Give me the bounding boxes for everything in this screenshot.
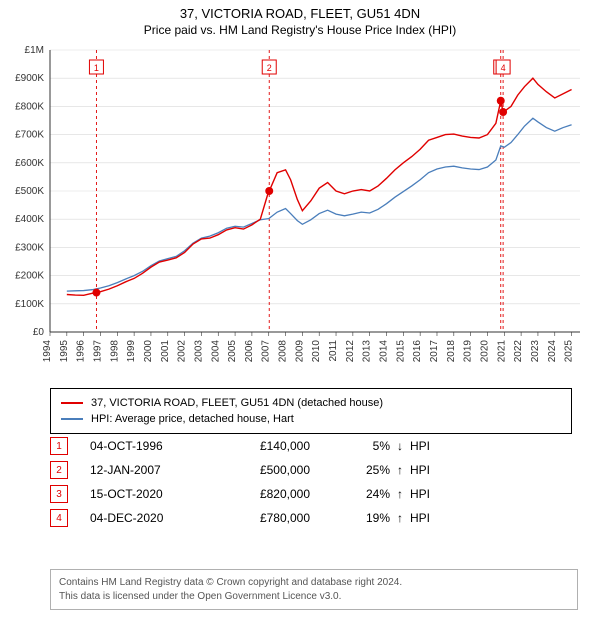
svg-text:£700K: £700K xyxy=(15,130,44,141)
tx-arrow-icon: ↑ xyxy=(390,463,410,477)
svg-text:2023: 2023 xyxy=(530,340,541,363)
transaction-row: 2 12-JAN-2007£500,00025%↑HPI xyxy=(50,458,450,482)
svg-text:£800K: £800K xyxy=(15,101,44,112)
svg-text:2017: 2017 xyxy=(429,340,440,363)
transactions-table: 104-OCT-1996£140,0005%↓HPI212-JAN-2007£5… xyxy=(50,434,450,530)
svg-text:2007: 2007 xyxy=(261,340,272,363)
svg-text:1996: 1996 xyxy=(76,340,87,363)
tx-hpi-label: HPI xyxy=(410,439,450,453)
svg-text:£300K: £300K xyxy=(15,242,44,253)
legend-swatch-2 xyxy=(61,418,83,420)
tx-hpi-label: HPI xyxy=(410,487,450,501)
footer-attribution: Contains HM Land Registry data © Crown c… xyxy=(50,569,578,610)
svg-text:£0: £0 xyxy=(33,327,45,338)
tx-date: 04-OCT-1996 xyxy=(90,439,210,453)
svg-text:2009: 2009 xyxy=(294,340,305,363)
svg-text:£1M: £1M xyxy=(25,45,44,56)
tx-hpi-label: HPI xyxy=(410,463,450,477)
chart-title: 37, VICTORIA ROAD, FLEET, GU51 4DN xyxy=(0,0,600,21)
svg-text:2006: 2006 xyxy=(244,340,255,363)
svg-text:2013: 2013 xyxy=(362,340,373,363)
svg-text:2002: 2002 xyxy=(177,340,188,363)
svg-text:2019: 2019 xyxy=(463,340,474,363)
tx-badge: 2 xyxy=(50,461,68,479)
tx-arrow-icon: ↑ xyxy=(390,487,410,501)
svg-text:2003: 2003 xyxy=(193,340,204,363)
svg-text:£600K: £600K xyxy=(15,158,44,169)
svg-text:2020: 2020 xyxy=(479,340,490,363)
tx-pct: 5% xyxy=(310,439,390,453)
svg-text:2004: 2004 xyxy=(210,340,221,363)
svg-text:1995: 1995 xyxy=(59,340,70,363)
tx-arrow-icon: ↓ xyxy=(390,439,410,453)
tx-date: 04-DEC-2020 xyxy=(90,511,210,525)
tx-hpi-label: HPI xyxy=(410,511,450,525)
svg-text:2: 2 xyxy=(267,63,272,73)
legend-label-1: 37, VICTORIA ROAD, FLEET, GU51 4DN (deta… xyxy=(91,397,383,409)
svg-text:1: 1 xyxy=(94,63,99,73)
tx-badge: 3 xyxy=(50,485,68,503)
svg-text:2021: 2021 xyxy=(496,340,507,363)
transaction-row: 1 04-OCT-1996£140,0005%↓HPI xyxy=(50,434,450,458)
tx-pct: 25% xyxy=(310,463,390,477)
svg-text:2025: 2025 xyxy=(564,340,575,363)
tx-pct: 19% xyxy=(310,511,390,525)
svg-text:2000: 2000 xyxy=(143,340,154,363)
svg-text:£900K: £900K xyxy=(15,73,44,84)
legend-row-series2: HPI: Average price, detached house, Hart xyxy=(61,411,561,427)
tx-price: £820,000 xyxy=(210,487,310,501)
svg-text:2016: 2016 xyxy=(412,340,423,363)
svg-text:1997: 1997 xyxy=(92,340,103,363)
tx-price: £500,000 xyxy=(210,463,310,477)
svg-text:£200K: £200K xyxy=(15,271,44,282)
legend: 37, VICTORIA ROAD, FLEET, GU51 4DN (deta… xyxy=(50,388,572,434)
tx-date: 15-OCT-2020 xyxy=(90,487,210,501)
svg-text:2015: 2015 xyxy=(395,340,406,363)
tx-price: £780,000 xyxy=(210,511,310,525)
svg-text:2012: 2012 xyxy=(345,340,356,363)
tx-badge: 4 xyxy=(50,509,68,527)
transaction-row: 4 04-DEC-2020£780,00019%↑HPI xyxy=(50,506,450,530)
svg-text:2010: 2010 xyxy=(311,340,322,363)
tx-pct: 24% xyxy=(310,487,390,501)
price-chart: £0 £100K £200K £300K £400K £500K £600K £700K £80… xyxy=(0,42,600,382)
svg-text:2005: 2005 xyxy=(227,340,238,363)
tx-badge: 1 xyxy=(50,437,68,455)
svg-text:2024: 2024 xyxy=(547,340,558,363)
legend-swatch-1 xyxy=(61,402,83,404)
svg-text:1999: 1999 xyxy=(126,340,137,363)
svg-text:2008: 2008 xyxy=(278,340,289,363)
tx-price: £140,000 xyxy=(210,439,310,453)
svg-text:4: 4 xyxy=(501,63,506,73)
tx-arrow-icon: ↑ xyxy=(390,511,410,525)
chart-subtitle: Price paid vs. HM Land Registry's House … xyxy=(0,21,600,37)
legend-row-series1: 37, VICTORIA ROAD, FLEET, GU51 4DN (deta… xyxy=(61,395,561,411)
svg-text:2001: 2001 xyxy=(160,340,171,363)
svg-text:2022: 2022 xyxy=(513,340,524,363)
svg-text:£400K: £400K xyxy=(15,214,44,225)
legend-label-2: HPI: Average price, detached house, Hart xyxy=(91,413,294,425)
svg-text:1994: 1994 xyxy=(42,340,53,363)
svg-text:2014: 2014 xyxy=(379,340,390,363)
transaction-row: 3 15-OCT-2020£820,00024%↑HPI xyxy=(50,482,450,506)
svg-text:2018: 2018 xyxy=(446,340,457,363)
svg-text:1998: 1998 xyxy=(109,340,120,363)
svg-text:£100K: £100K xyxy=(15,299,44,310)
svg-text:2011: 2011 xyxy=(328,340,339,362)
svg-text:£500K: £500K xyxy=(15,186,44,197)
tx-date: 12-JAN-2007 xyxy=(90,463,210,477)
